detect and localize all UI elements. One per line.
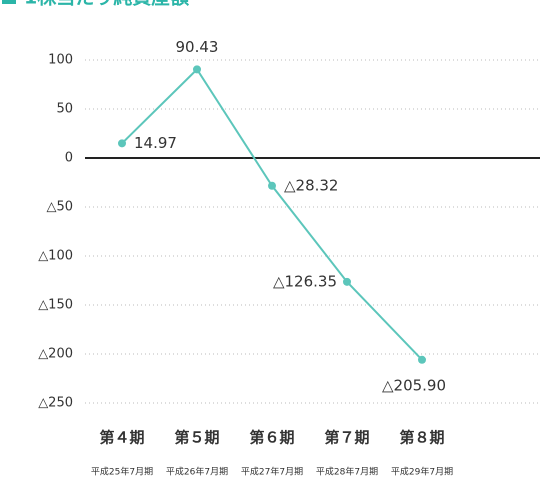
y-tick-label: △50 (46, 200, 73, 215)
y-tick-label: △100 (38, 249, 73, 264)
title-marker (2, 0, 16, 4)
value-label: △28.32 (284, 176, 338, 194)
x-sub-label: 平成29年7月期 (391, 466, 453, 478)
value-label: 14.97 (134, 134, 177, 152)
point (418, 355, 426, 364)
y-tick-label: △200 (38, 347, 73, 362)
x-sub-label: 平成25年7月期 (91, 466, 153, 478)
point (343, 277, 351, 286)
x-sub-label: 平成26年7月期 (166, 466, 228, 478)
point (193, 65, 201, 74)
x-sub-label: 平成27年7月期 (241, 466, 303, 478)
line (121, 67, 423, 361)
value-label: △126.35 (273, 272, 337, 290)
x-tick-label: 第５期 (174, 429, 219, 447)
x-tick-label: 第６期 (249, 429, 294, 447)
point (268, 181, 276, 190)
y-tick-label: △250 (38, 396, 73, 411)
value-label: △205.90 (382, 376, 446, 394)
x-tick-label: 第４期 (99, 429, 144, 447)
y-tick-label: 50 (56, 102, 73, 117)
value-label: 90.43 (176, 38, 219, 56)
x-sub-label: 平成28年7月期 (316, 466, 378, 478)
y-tick-label: △150 (38, 298, 73, 313)
chart-title: 1株当たり純資産額 (24, 0, 189, 9)
y-tick-label: 100 (48, 53, 73, 68)
point (118, 139, 126, 148)
x-tick-label: 第８期 (399, 429, 444, 447)
x-tick-label: 第７期 (324, 429, 369, 447)
y-tick-label: 0 (65, 151, 73, 166)
